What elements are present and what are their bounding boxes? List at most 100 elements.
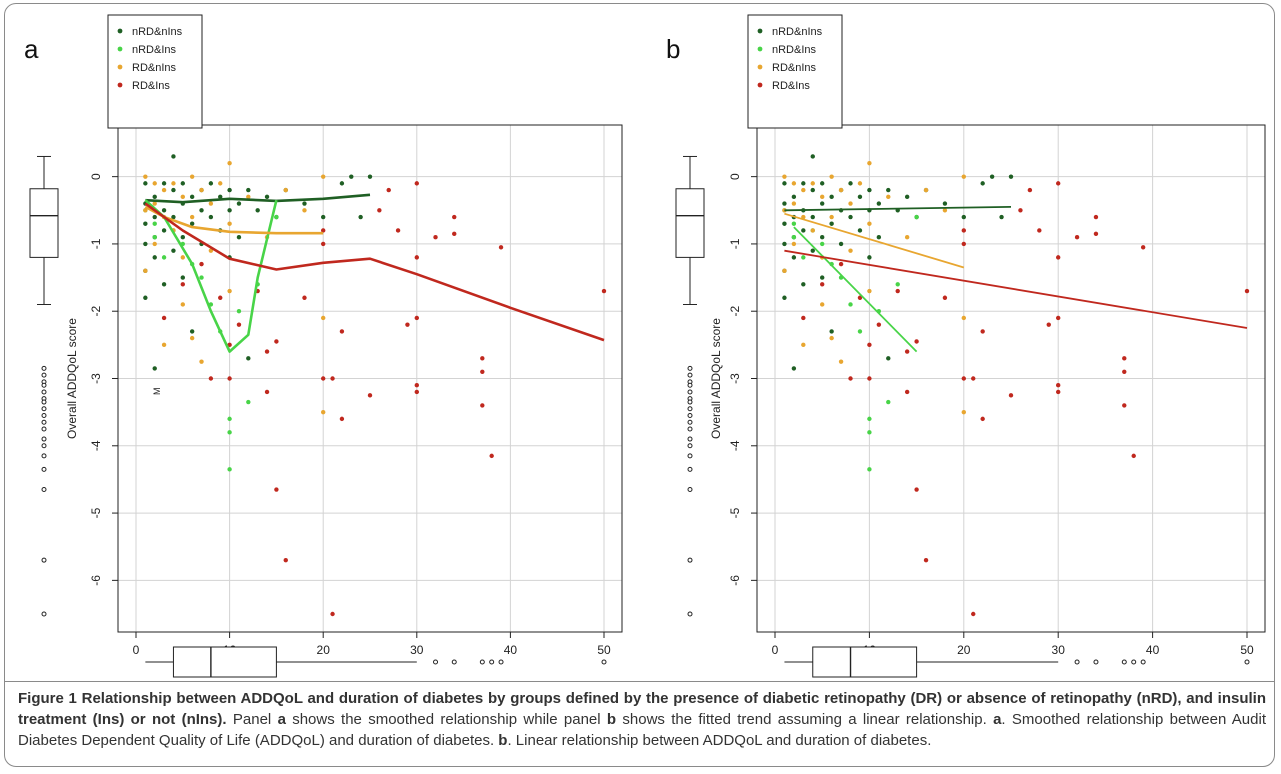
legend-marker	[757, 28, 763, 34]
panel-letter: b	[666, 34, 680, 64]
point-nrd-nins	[801, 282, 806, 287]
point-rd-nins	[961, 315, 966, 321]
point-nrd-nins	[152, 366, 157, 371]
x-boxplot-outlier	[1121, 659, 1127, 665]
point-nrd-nins	[980, 181, 985, 186]
point-rd-nins	[180, 194, 185, 200]
legend-marker	[757, 46, 763, 52]
x-boxplot-outlier	[1093, 659, 1099, 665]
point-nrd-nins	[152, 255, 157, 260]
point-rd-nins	[227, 160, 232, 166]
point-nrd-ins	[236, 309, 242, 314]
legend-marker	[117, 28, 123, 34]
point-nrd-nins	[867, 187, 872, 193]
figure-frame	[4, 3, 1275, 767]
trend-line-nrd-nins	[145, 193, 371, 204]
point-rd-ins	[395, 228, 401, 233]
y-boxplot-outlier	[687, 413, 693, 419]
point-nrd-nins	[199, 208, 204, 213]
x-boxplot-outlier	[489, 659, 495, 665]
point-nrd-ins	[820, 241, 825, 247]
y-boxplot-outlier	[687, 382, 693, 388]
point-nrd-nins	[189, 194, 195, 200]
x-tick-label: 30	[1052, 643, 1066, 657]
point-rd-ins	[1018, 208, 1023, 213]
point-nrd-ins	[857, 329, 863, 334]
point-rd-ins	[867, 342, 872, 348]
point-rd-ins	[801, 315, 806, 321]
point-rd-nins	[782, 268, 787, 274]
point-rd-nins	[143, 268, 148, 274]
point-nrd-nins	[782, 221, 787, 226]
point-nrd-nins	[829, 194, 834, 200]
annotation-m: M	[152, 388, 162, 396]
y-boxplot-outlier	[687, 389, 693, 395]
point-rd-ins	[961, 241, 966, 247]
y-boxplot-outlier	[41, 419, 47, 425]
point-rd-nins	[227, 288, 232, 294]
point-nrd-nins	[143, 221, 148, 226]
point-nrd-nins	[236, 235, 242, 240]
point-rd-nins	[199, 359, 204, 364]
legend-box	[747, 14, 843, 129]
point-nrd-ins	[161, 255, 167, 260]
point-rd-nins	[829, 335, 834, 341]
point-nrd-nins	[208, 181, 214, 186]
y-boxplot-outlier	[687, 443, 693, 449]
point-rd-nins	[152, 241, 157, 247]
point-nrd-nins	[820, 235, 825, 240]
point-nrd-nins	[171, 154, 176, 159]
point-nrd-nins	[189, 221, 195, 226]
point-rd-nins	[886, 194, 891, 200]
point-rd-nins	[161, 342, 167, 348]
point-nrd-nins	[886, 187, 891, 193]
point-rd-nins	[321, 174, 326, 179]
y-tick-label: -3	[89, 373, 103, 384]
y-boxplot-outlier	[687, 365, 693, 371]
point-nrd-nins	[302, 201, 307, 206]
x-tick-label: 40	[1146, 643, 1160, 657]
point-nrd-nins	[791, 194, 797, 200]
point-nrd-ins	[227, 430, 232, 435]
point-rd-ins	[867, 376, 872, 381]
point-rd-ins	[414, 389, 419, 395]
point-rd-nins	[848, 201, 853, 206]
point-rd-ins	[161, 315, 167, 321]
trend-line-rd-nins	[784, 212, 965, 269]
point-nrd-ins	[152, 235, 157, 240]
point-rd-ins	[904, 389, 910, 395]
point-rd-ins	[1037, 228, 1042, 233]
point-nrd-nins	[848, 214, 853, 220]
point-rd-nins	[791, 181, 797, 186]
point-rd-ins	[414, 255, 419, 260]
point-nrd-nins	[180, 235, 185, 240]
point-nrd-ins	[867, 467, 872, 472]
caption-panel-b-label: b	[498, 732, 508, 749]
point-nrd-ins	[848, 302, 853, 307]
point-rd-ins	[1122, 356, 1127, 361]
point-nrd-nins	[989, 174, 995, 179]
point-rd-nins	[161, 187, 167, 193]
point-rd-ins	[433, 235, 438, 240]
point-rd-ins	[405, 322, 410, 327]
point-nrd-nins	[246, 356, 251, 361]
point-rd-nins	[867, 221, 872, 226]
y-boxplot-outlier	[41, 443, 47, 449]
x-boxplot-outlier	[451, 659, 457, 665]
caption-text-4: . Smoothed relationship between Audit Di…	[18, 711, 1266, 749]
y-tick-label: -6	[728, 575, 742, 586]
point-rd-nins	[782, 174, 787, 179]
y-boxplot-outlier	[41, 413, 47, 419]
point-rd-nins	[838, 187, 844, 193]
point-nrd-nins	[152, 214, 157, 220]
y-axis-label: Overall ADDQoL score	[709, 318, 723, 439]
y-boxplot-outlier	[687, 399, 693, 405]
legend-marker	[757, 64, 763, 70]
point-nrd-nins	[255, 208, 260, 213]
point-rd-ins	[820, 282, 825, 287]
point-rd-ins	[274, 487, 279, 492]
point-rd-nins	[302, 208, 307, 213]
point-nrd-ins	[274, 214, 279, 220]
point-rd-nins	[942, 208, 948, 213]
point-rd-ins	[339, 416, 345, 422]
